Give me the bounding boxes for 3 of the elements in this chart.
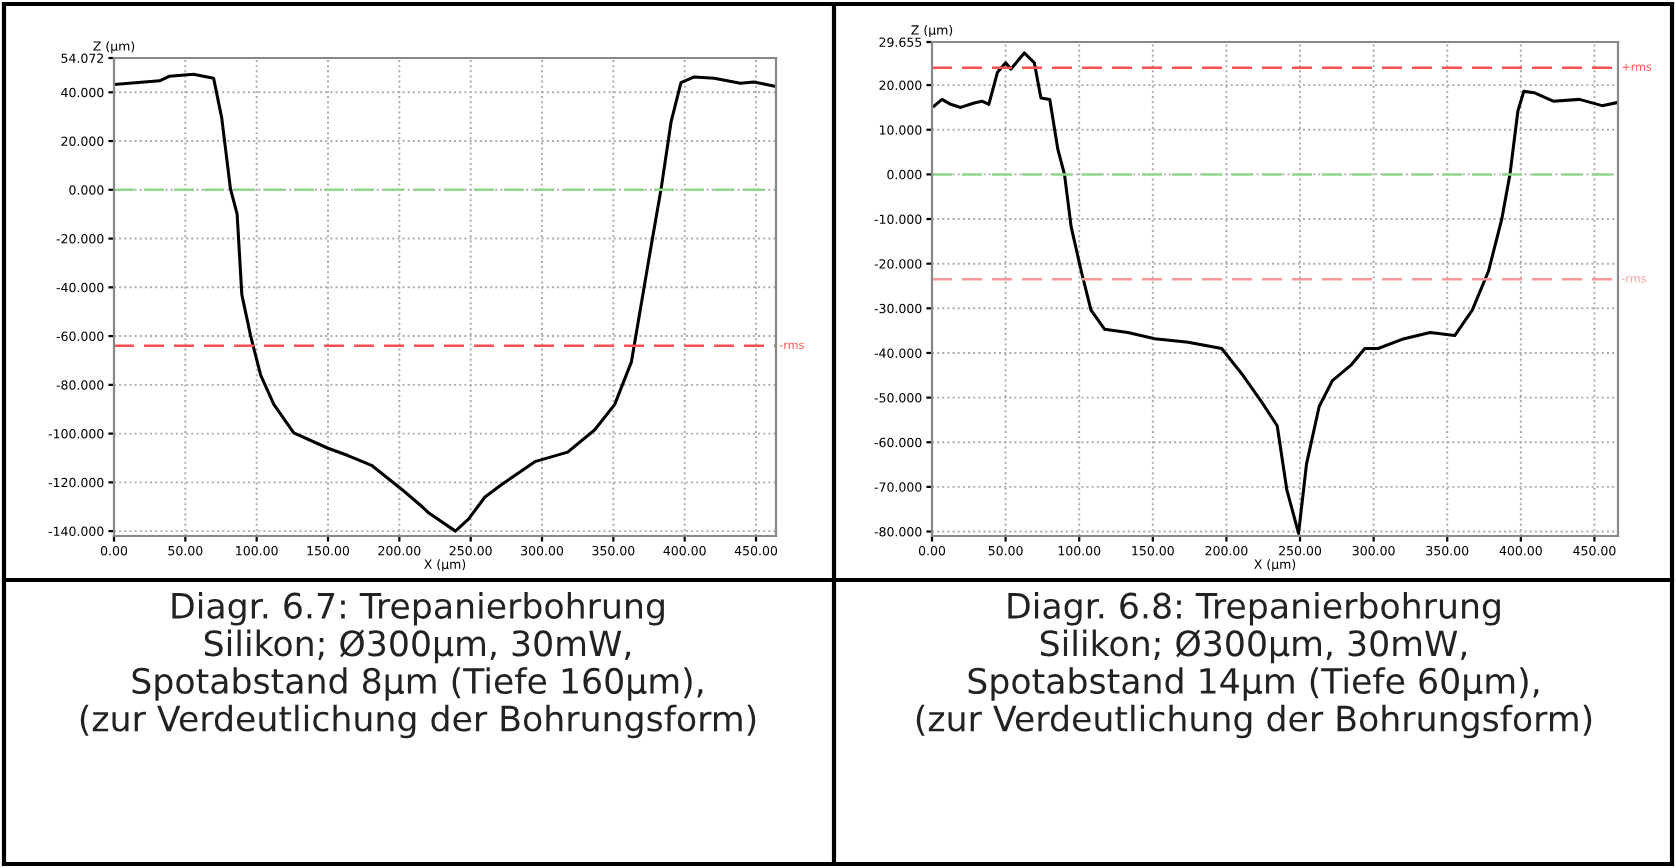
line-series xyxy=(114,72,776,533)
text: Diagr. 6.8: Trepanierbohrung Silikon; Ø300µm, 30mW, Spotabstand 14µm (Tiefe 60µm), (zur Verdeutlichung der Bohrungsform) xyxy=(916,592,1592,739)
text: Diagr. 6.7: Trepanierbohrung Silikon; Ø300µm, 30mW, Spotabstand 8µm (Tiefe 160µm), (zur Verdeutlichung der Bohrungsform) xyxy=(80,592,756,739)
